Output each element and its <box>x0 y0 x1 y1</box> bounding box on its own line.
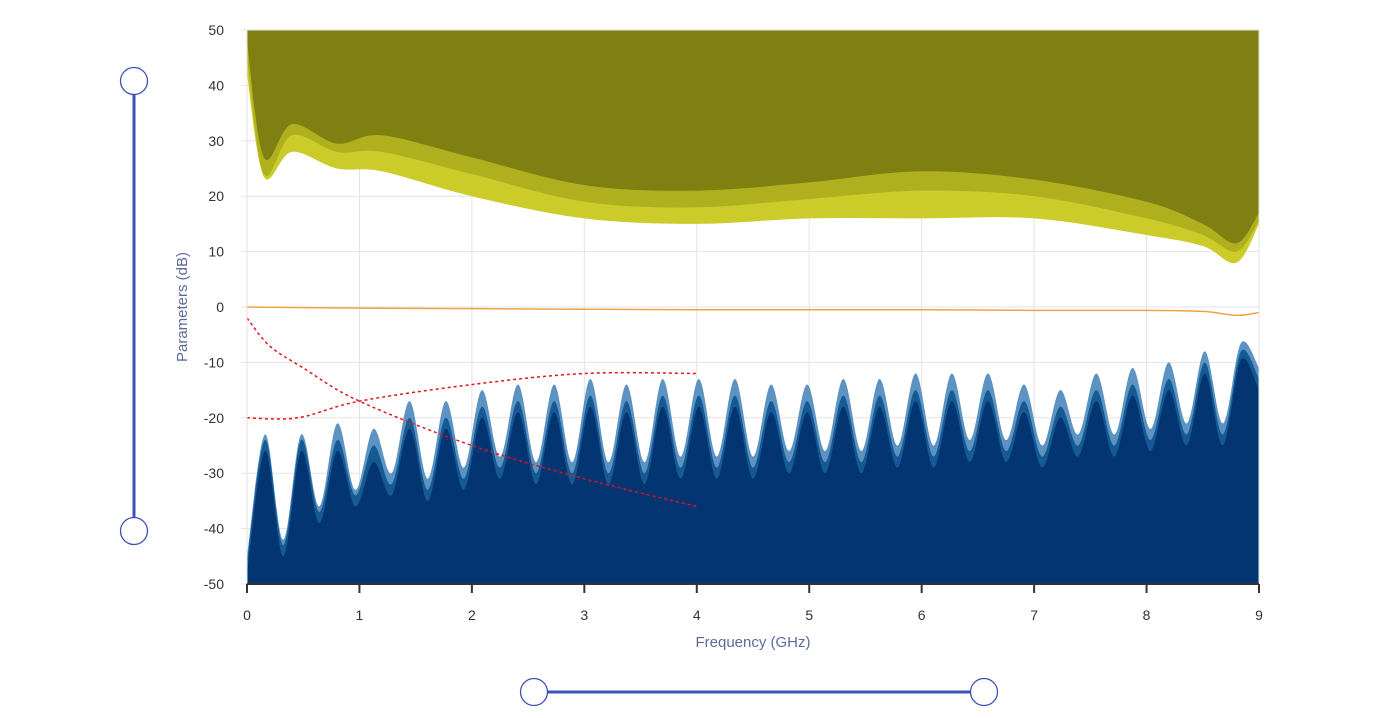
horizontal-slider-right-handle[interactable] <box>969 677 999 707</box>
horizontal-slider-left-handle[interactable] <box>519 677 549 707</box>
y-tick-label: 10 <box>208 244 224 260</box>
vertical-slider-track[interactable] <box>132 81 136 531</box>
limit-curve-rising <box>246 371 697 420</box>
y-tick-label: -10 <box>204 354 224 370</box>
x-tick-label: 1 <box>356 607 364 623</box>
series-dark-area <box>247 358 1259 584</box>
x-tick-label: 0 <box>243 607 251 623</box>
x-tick-label: 9 <box>1255 607 1263 623</box>
x-tick-label: 6 <box>918 607 926 623</box>
y-axis: 50 40 30 20 10 0 -10 -20 -30 -40 -50 <box>204 22 224 592</box>
x-tick-label: 3 <box>580 607 588 623</box>
y-tick-label: 40 <box>208 77 224 93</box>
x-tick-label: 7 <box>1030 607 1038 623</box>
x-axis-label: Frequency (GHz) <box>695 634 810 651</box>
vertical-range-slider[interactable] <box>119 66 149 546</box>
y-tick-label: -50 <box>204 576 224 592</box>
y-tick-label: 50 <box>208 22 224 38</box>
y-tick-label: -20 <box>204 410 224 426</box>
x-axis: 0 1 2 3 4 5 6 7 8 9 <box>243 583 1263 623</box>
plot-lines <box>246 306 1260 508</box>
horizontal-range-slider[interactable] <box>519 677 999 707</box>
reference-line <box>246 306 1260 317</box>
limit-curve-falling <box>246 317 697 508</box>
y-tick-label: -30 <box>204 465 224 481</box>
vertical-slider-top-handle[interactable] <box>119 66 149 96</box>
x-tick-label: 8 <box>1143 607 1151 623</box>
y-tick-label: 20 <box>208 188 224 204</box>
x-tick-label: 5 <box>805 607 813 623</box>
y-tick-label: 30 <box>208 133 224 149</box>
y-tick-label: 0 <box>216 299 224 315</box>
band-dark-area <box>247 30 1259 244</box>
x-tick-label: 4 <box>693 607 701 623</box>
x-tick-label: 2 <box>468 607 476 623</box>
horizontal-slider-track[interactable] <box>534 690 984 694</box>
y-tick-label: -40 <box>204 521 224 537</box>
vertical-slider-bottom-handle[interactable] <box>119 516 149 546</box>
y-axis-label: Parameters (dB) <box>174 252 191 362</box>
plot-areas <box>247 30 1259 584</box>
